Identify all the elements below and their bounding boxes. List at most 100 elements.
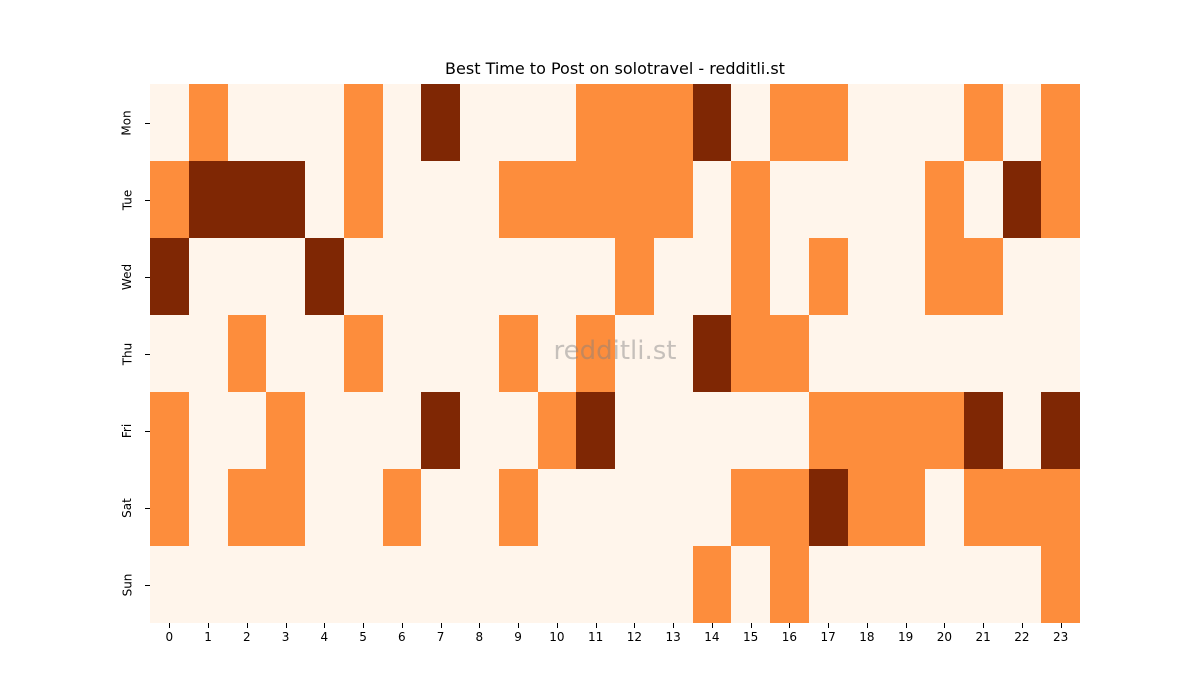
y-tick-label: Mon bbox=[120, 109, 134, 136]
heatmap-cell bbox=[653, 392, 693, 469]
heatmap-cell bbox=[227, 84, 267, 161]
x-tick-label: 3 bbox=[281, 630, 290, 644]
heatmap-cell bbox=[692, 161, 732, 238]
x-tick-mark bbox=[634, 623, 636, 628]
heatmap-cell bbox=[615, 392, 654, 469]
heatmap-cell bbox=[963, 315, 1003, 392]
heatmap-cell bbox=[576, 84, 615, 161]
heatmap-cell bbox=[1041, 546, 1080, 623]
heatmap-cell bbox=[343, 161, 383, 238]
heatmap-cell bbox=[421, 392, 460, 469]
y-tick-mark bbox=[145, 584, 150, 586]
heatmap-cell bbox=[460, 315, 499, 392]
heatmap-cell bbox=[188, 161, 228, 238]
x-tick-mark bbox=[828, 623, 830, 628]
heatmap-cell bbox=[305, 161, 344, 238]
heatmap-cell bbox=[731, 546, 770, 623]
heatmap-cell bbox=[188, 546, 228, 623]
heatmap-cell bbox=[188, 315, 228, 392]
x-tick-label: 8 bbox=[475, 630, 484, 644]
heatmap-cell bbox=[653, 238, 693, 315]
heatmap-cell bbox=[305, 84, 344, 161]
x-tick-label: 21 bbox=[975, 630, 991, 644]
y-tick-label: Wed bbox=[119, 263, 134, 290]
heatmap-cell bbox=[150, 546, 189, 623]
heatmap-cell bbox=[227, 392, 267, 469]
heatmap-cell bbox=[925, 315, 964, 392]
heatmap-cell bbox=[615, 315, 654, 392]
heatmap-cell bbox=[150, 315, 189, 392]
heatmap-cell bbox=[421, 315, 460, 392]
x-tick-mark bbox=[556, 623, 558, 628]
heatmap-cell bbox=[227, 238, 267, 315]
heatmap-cell bbox=[576, 161, 615, 238]
heatmap-cell bbox=[266, 161, 305, 238]
y-tick-mark bbox=[145, 122, 150, 124]
heatmap-cell bbox=[188, 84, 228, 161]
heatmap-cell bbox=[460, 546, 499, 623]
x-tick-label: 4 bbox=[320, 630, 329, 644]
heatmap-cell bbox=[886, 238, 925, 315]
heatmap-cell bbox=[498, 469, 538, 546]
heatmap-cell bbox=[692, 392, 732, 469]
x-tick-label: 19 bbox=[897, 630, 914, 644]
heatmap-cell bbox=[963, 161, 1003, 238]
heatmap-cell bbox=[382, 84, 422, 161]
heatmap-cell bbox=[266, 315, 305, 392]
heatmap-cell bbox=[498, 392, 538, 469]
heatmap-cell bbox=[498, 546, 538, 623]
heatmap-cell bbox=[770, 546, 809, 623]
heatmap-cell bbox=[770, 469, 809, 546]
y-tick-label: Tue bbox=[120, 189, 134, 210]
heatmap-cell bbox=[343, 392, 383, 469]
y-tick-label: Thu bbox=[119, 342, 134, 365]
x-tick-mark bbox=[1060, 623, 1062, 628]
heatmap-cell bbox=[886, 392, 925, 469]
heatmap-cell bbox=[537, 546, 577, 623]
heatmap-cell bbox=[1002, 84, 1042, 161]
heatmap-cell bbox=[305, 392, 344, 469]
y-tick-label: Sat bbox=[120, 497, 134, 518]
x-tick-mark bbox=[944, 623, 946, 628]
heatmap-cell bbox=[615, 238, 654, 315]
heatmap-cell bbox=[498, 315, 538, 392]
heatmap-cell bbox=[847, 238, 887, 315]
heatmap-cell bbox=[305, 469, 344, 546]
heatmap-cell bbox=[692, 469, 732, 546]
heatmap-cell bbox=[963, 546, 1003, 623]
heatmap-cell bbox=[886, 84, 925, 161]
heatmap-cell bbox=[770, 392, 809, 469]
heatmap-cell bbox=[188, 392, 228, 469]
heatmap-cell bbox=[963, 84, 1003, 161]
heatmap-cell bbox=[266, 392, 305, 469]
heatmap-cell bbox=[343, 315, 383, 392]
heatmap-cell bbox=[421, 546, 460, 623]
heatmap-cell bbox=[886, 315, 925, 392]
heatmap-cell bbox=[1002, 546, 1042, 623]
heatmap-cell bbox=[653, 315, 693, 392]
heatmap-cell bbox=[305, 315, 344, 392]
heatmap-cell bbox=[305, 238, 344, 315]
heatmap-cell bbox=[266, 84, 305, 161]
heatmap-cell bbox=[770, 161, 809, 238]
x-tick-label: 23 bbox=[1052, 630, 1069, 644]
y-tick-mark bbox=[145, 507, 150, 509]
heatmap-cell bbox=[925, 546, 964, 623]
heatmap-cell bbox=[460, 392, 499, 469]
heatmap-cell bbox=[847, 315, 887, 392]
x-tick-label: 13 bbox=[665, 630, 681, 644]
heatmap-cell bbox=[150, 238, 189, 315]
heatmap-cell bbox=[770, 238, 809, 315]
x-tick-mark bbox=[1021, 623, 1023, 628]
heatmap-cell bbox=[576, 469, 615, 546]
heatmap-cell bbox=[615, 469, 654, 546]
heatmap-cell bbox=[615, 161, 654, 238]
heatmap-cell bbox=[227, 469, 267, 546]
y-tick-mark bbox=[145, 430, 150, 432]
heatmap-cell bbox=[150, 84, 189, 161]
heatmap-cell bbox=[150, 469, 189, 546]
heatmap-cell bbox=[421, 84, 460, 161]
x-tick-label: 0 bbox=[165, 630, 174, 644]
heatmap-cell bbox=[808, 238, 848, 315]
heatmap-cell bbox=[925, 161, 964, 238]
